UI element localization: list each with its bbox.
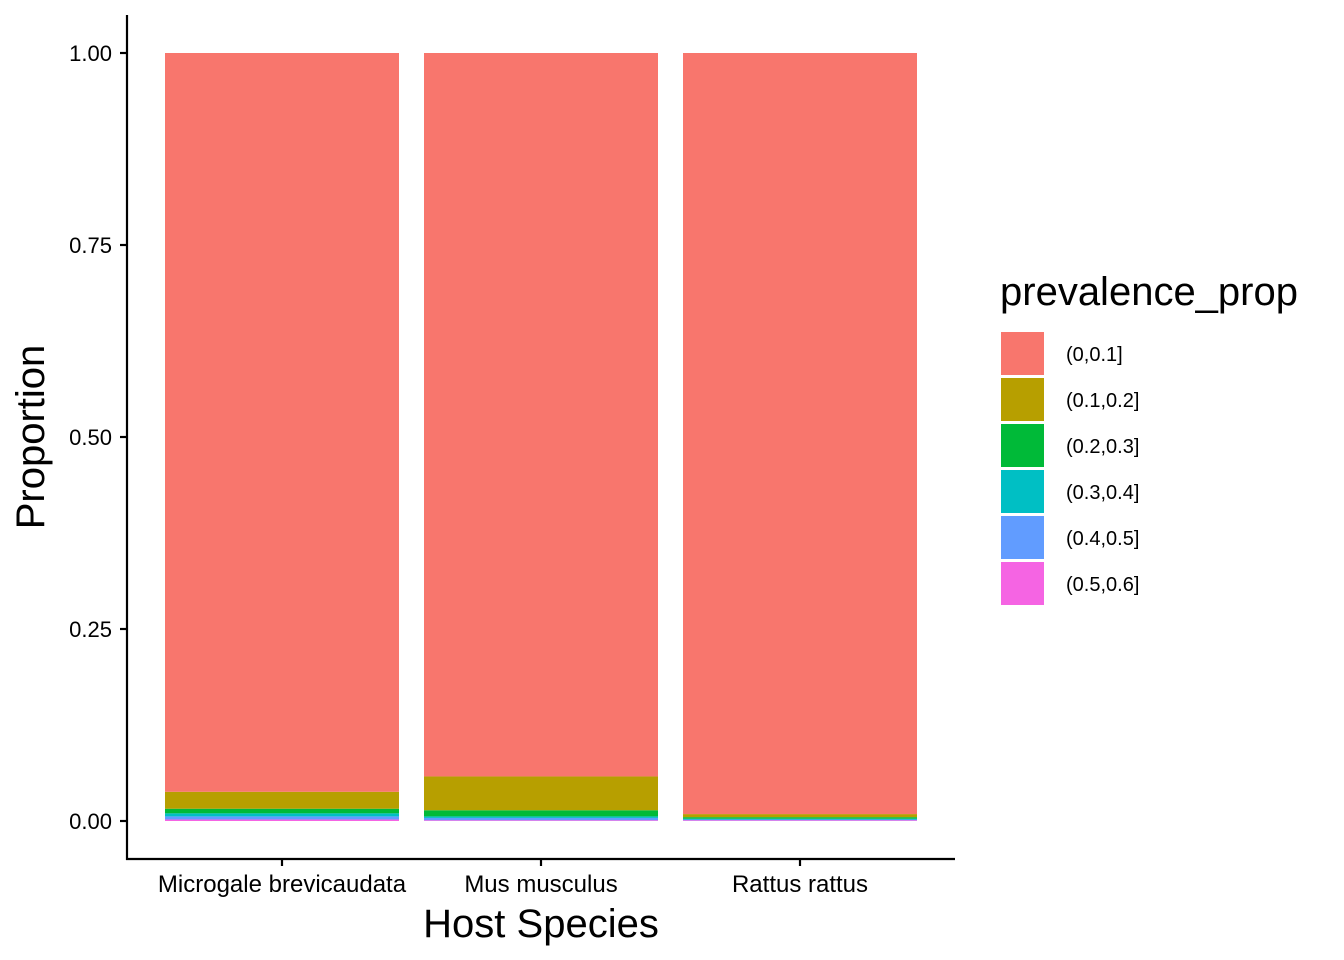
bar-segment xyxy=(424,776,658,811)
legend-label: (0.1,0.2] xyxy=(1066,390,1139,412)
bars-layer xyxy=(165,53,917,821)
bar-segment xyxy=(165,791,399,809)
x-axis-title: Host Species xyxy=(423,902,659,946)
legend-label: (0.3,0.4] xyxy=(1066,482,1139,504)
legend-swatch xyxy=(1001,562,1044,605)
bar-segment xyxy=(683,53,917,815)
y-ticks: 0.00 0.25 0.50 0.75 1.00 xyxy=(69,41,127,834)
y-axis-title: Proportion xyxy=(9,345,53,530)
bar-segment xyxy=(165,819,399,821)
legend-swatch xyxy=(1001,378,1044,421)
legend-swatch xyxy=(1001,516,1044,559)
x-tick-label: Mus musculus xyxy=(464,871,617,898)
y-tick-label: 0.25 xyxy=(69,617,112,642)
bar-segment xyxy=(165,53,399,792)
bar-segment xyxy=(683,814,917,818)
legend-label: (0.2,0.3] xyxy=(1066,436,1139,458)
legend-title: prevalence_prop xyxy=(1000,270,1298,314)
y-tick-label: 0.75 xyxy=(69,233,112,258)
y-tick-label: 0.50 xyxy=(69,425,112,450)
legend-swatch xyxy=(1001,332,1044,375)
x-ticks: Microgale brevicaudata Mus musculus Rattus… xyxy=(158,859,868,898)
bar-segment xyxy=(683,819,917,821)
bar-segment xyxy=(165,816,399,820)
y-tick-label: 1.00 xyxy=(69,41,112,66)
bar-segment xyxy=(424,816,658,818)
bar-segment xyxy=(424,810,658,817)
legend-swatch xyxy=(1001,470,1044,513)
legend-items: (0,0.1] (0.1,0.2] (0.2,0.3] (0.3,0.4] (0.4,0… xyxy=(1001,332,1139,605)
bar-segment xyxy=(683,818,917,820)
y-tick-label: 0.00 xyxy=(69,809,112,834)
bar-segment xyxy=(424,820,658,821)
bar-segment xyxy=(424,817,658,821)
bar-segment xyxy=(683,820,917,821)
bar-segment xyxy=(165,813,399,817)
legend-label: (0,0.1] xyxy=(1066,344,1123,366)
bar-segment xyxy=(165,808,399,814)
x-tick-label: Rattus rattus xyxy=(732,871,868,898)
bar-segment xyxy=(424,53,658,777)
legend-label: (0.4,0.5] xyxy=(1066,528,1139,550)
x-tick-label: Microgale brevicaudata xyxy=(158,871,407,898)
legend-label: (0.5,0.6] xyxy=(1066,574,1139,596)
bar-segment xyxy=(683,817,917,819)
legend-swatch xyxy=(1001,424,1044,467)
legend: prevalence_prop (0,0.1] (0.1,0.2] (0.2,0.3… xyxy=(1000,270,1298,605)
